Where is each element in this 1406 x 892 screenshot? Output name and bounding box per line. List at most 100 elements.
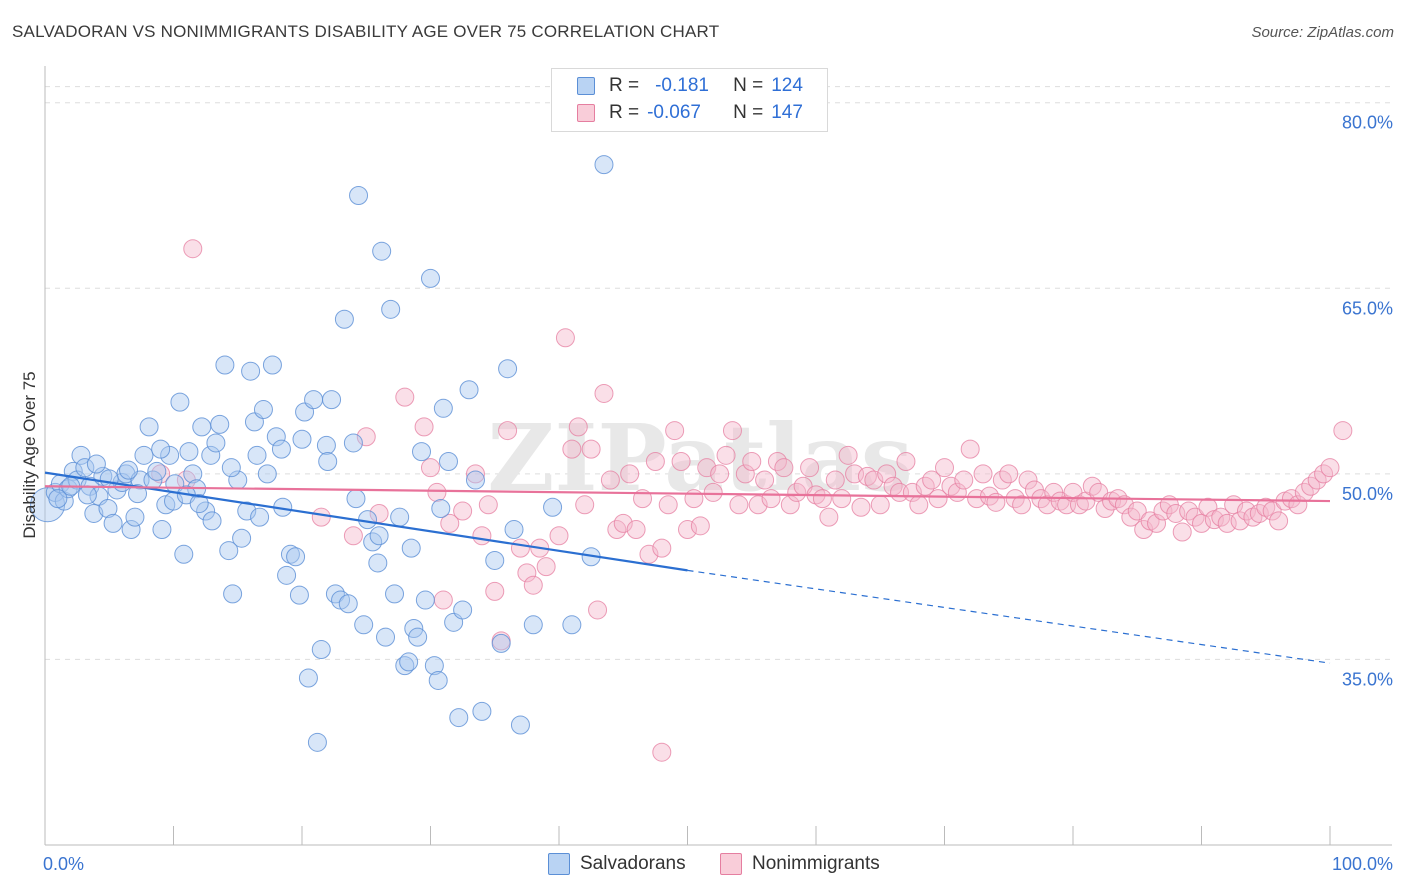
nonimmigrants-point: [600, 470, 620, 490]
nonimmigrants-point: [1018, 470, 1038, 490]
salvadorans-point: [504, 520, 524, 540]
nonimmigrants-point: [478, 495, 498, 515]
salvadorans-point: [343, 433, 363, 453]
salvadorans-point: [318, 452, 338, 471]
nonimmigrants-point: [857, 466, 877, 486]
nonimmigrants-point: [722, 421, 742, 441]
salvadorans-point: [292, 429, 312, 449]
salvadorans-point: [381, 299, 401, 319]
salvadorans-point: [465, 470, 485, 490]
nonimmigrants-point: [735, 464, 755, 484]
r-value: -0.181: [655, 75, 709, 96]
nonimmigrants-point: [652, 538, 672, 558]
chart-title: SALVADORAN VS NONIMMIGRANTS DISABILITY A…: [12, 22, 720, 41]
salvadorans-point: [262, 355, 282, 375]
nonimmigrants-point: [896, 452, 916, 471]
nonimmigrants-point: [684, 489, 704, 509]
salvadorans-point: [298, 668, 318, 688]
nonimmigrants-point: [999, 464, 1019, 484]
salvadorans-point: [215, 355, 235, 375]
salvadorans-point: [202, 511, 222, 531]
salvadorans-point: [523, 615, 543, 635]
axes: [44, 66, 1392, 846]
salvadorans-trend-line: [44, 471, 688, 572]
salvadorans-point: [510, 715, 530, 735]
legend-item-nonimmigrants[interactable]: Nonimmigrants: [720, 852, 880, 876]
nonimmigrants-point: [1172, 522, 1192, 542]
salvadorans-point: [103, 513, 123, 533]
x-tick-label-max: 100.0%: [1332, 854, 1393, 874]
salvadorans-trend-extension: [687, 569, 1331, 664]
salvadorans-point: [289, 585, 309, 605]
salvadorans-point: [119, 460, 139, 480]
n-label: N =: [733, 102, 764, 123]
salvadorans-point: [170, 392, 190, 412]
nonimmigrants-point: [433, 590, 453, 610]
salvadorans-point: [277, 565, 297, 585]
salvadorans-point: [250, 507, 270, 527]
nonimmigrants-point: [536, 557, 556, 577]
nonimmigrants-point: [812, 489, 832, 509]
salvadorans-point: [210, 414, 230, 434]
salvadorans-point: [562, 615, 582, 635]
salvadorans-points: [30, 155, 614, 752]
salvadorans-point: [543, 497, 563, 517]
nonimmigrants-point: [343, 526, 363, 546]
nonimmigrants-point: [954, 470, 974, 490]
nonimmigrants-point: [421, 458, 440, 478]
salvadorans-point: [322, 390, 342, 410]
salvadorans-point: [196, 501, 216, 521]
nonimmigrants-point: [472, 526, 492, 546]
salvadorans-point: [401, 538, 421, 558]
nonimmigrants-point: [581, 439, 601, 459]
salvadorans-point: [346, 489, 366, 509]
nonimmigrants-point: [549, 526, 569, 546]
salvadorans-point: [86, 454, 106, 474]
nonimmigrants-point: [465, 464, 485, 484]
legend-swatch-pink: [720, 853, 742, 875]
nonimmigrants-point: [832, 489, 852, 509]
salvadorans-point: [183, 464, 203, 484]
nonimmigrants-point: [440, 513, 460, 533]
nonimmigrants-point: [761, 489, 781, 509]
salvadorans-point: [368, 553, 388, 573]
salvadorans-point: [334, 309, 354, 329]
nonimmigrants-point: [1192, 513, 1211, 533]
nonimmigrants-point: [800, 458, 820, 478]
nonimmigrants-point: [1127, 501, 1147, 521]
salvadorans-point: [325, 584, 345, 604]
r-value: -0.067: [647, 102, 701, 123]
salvadorans-point: [253, 400, 273, 420]
salvadorans-point: [241, 361, 261, 381]
salvadorans-point: [266, 427, 286, 447]
salvadorans-point: [412, 442, 432, 462]
salvadorans-point: [280, 544, 300, 564]
legend-item-salvadorans[interactable]: Salvadorans: [548, 852, 686, 876]
nonimmigrants-point: [774, 458, 794, 478]
salvadorans-point: [121, 520, 141, 540]
salvadorans-point: [147, 461, 167, 481]
nonimmigrants-point: [1147, 513, 1167, 533]
salvadorans-point: [369, 526, 389, 546]
nonimmigrants-point: [523, 575, 543, 595]
salvadorans-point: [125, 507, 145, 527]
nonimmigrants-point: [960, 439, 980, 459]
salvadorans-point: [316, 435, 336, 455]
salvadorans-point: [459, 380, 479, 400]
nonimmigrants-point: [922, 470, 942, 490]
nonimmigrants-point: [652, 742, 672, 762]
nonimmigrants-point: [665, 421, 685, 441]
n-label: N =: [733, 75, 764, 96]
salvadorans-point: [139, 417, 159, 437]
salvadorans-point: [99, 469, 119, 489]
nonimmigrants-point: [678, 520, 697, 540]
salvadorans-point: [491, 633, 511, 653]
salvadorans-point: [219, 541, 239, 561]
salvadorans-point: [174, 544, 194, 564]
nonimmigrants-point: [1037, 495, 1057, 515]
legend-swatch-blue: [548, 853, 570, 875]
nonimmigrants-point: [510, 538, 530, 558]
nonimmigrants-point: [671, 452, 691, 471]
salvadorans-point: [134, 445, 154, 465]
